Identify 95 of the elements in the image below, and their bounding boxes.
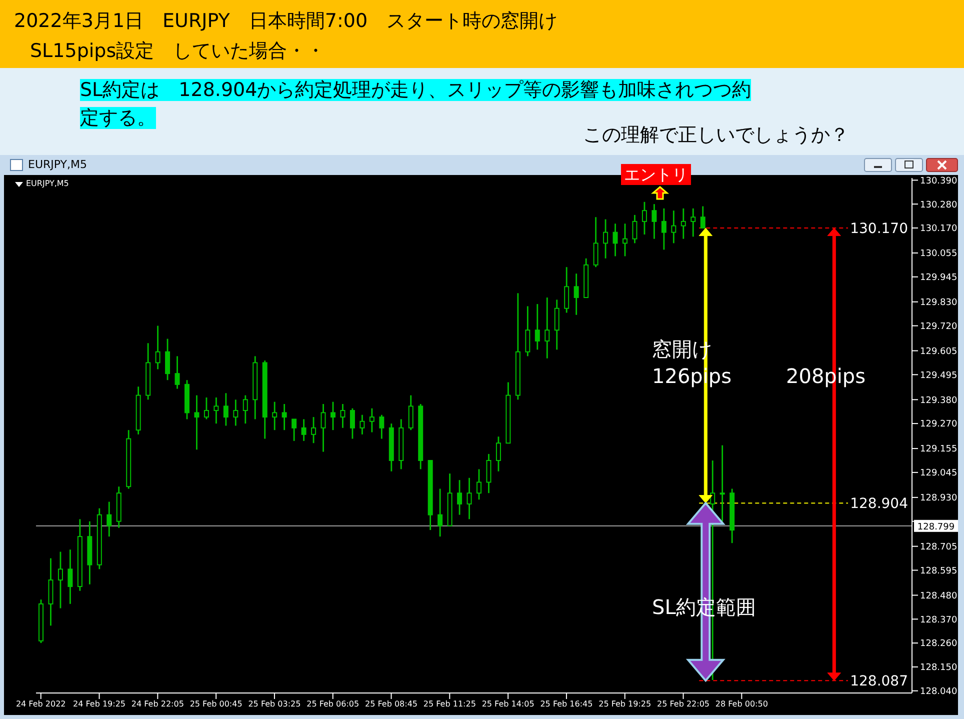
candlestick [350,408,355,440]
annotation: SL約定範囲 [652,594,756,621]
candlestick [690,208,696,238]
x-tick-label: 25 Feb 06:05 [306,700,360,709]
chart-title: 2022年3月1日 EURJPY 日本時間7:00 スタート時の窓開け [14,9,558,34]
y-tick-label: 129.830 [920,298,958,308]
y-tick-label: 129.720 [920,322,958,332]
candlestick [233,398,238,426]
candlestick [544,296,550,360]
candlestick [165,338,170,381]
x-tick-label: 25 Feb 08:45 [365,700,418,709]
x-tick-label: 24 Feb 22:05 [131,700,184,709]
ref-line-label: 130.170 [850,220,908,237]
x-tick-label: 25 Feb 11:25 [423,700,476,709]
x-tick-label: 25 Feb 19:25 [598,700,652,709]
y-tick-label: 130.390 [920,176,958,186]
candlestick [272,401,278,431]
x-tick-label: 24 Feb 2022 [16,700,66,709]
candlestick [204,396,209,420]
x-tick-label: 25 Feb 14:05 [482,700,534,709]
candlestick [311,416,316,444]
ref-line-label: 128.904 [850,496,908,512]
y-tick-label: 128.595 [920,566,958,576]
candlestick [320,403,326,452]
x-tick-label: 25 Feb 00:45 [190,700,242,709]
candlestick [486,453,492,494]
annotation: EURJPY,M5 [26,179,69,188]
candlestick [282,403,287,431]
ref-line-label: 128.799 [917,522,955,532]
candlestick [194,394,200,450]
y-tick-label: 128.370 [920,615,958,626]
y-tick-label: 128.705 [920,542,958,553]
candlestick [330,401,336,431]
candlestick [68,548,73,605]
candlestick [174,355,180,390]
candlestick [574,272,579,316]
y-tick-label: 128.930 [920,494,958,504]
candlestick [593,216,598,268]
y-tick-label: 129.155 [920,444,958,455]
y-tick-label: 128.040 [920,687,958,698]
y-tick-label: 129.270 [920,420,958,430]
ref-line-label: 128.087 [850,674,908,690]
candlestick [671,210,676,244]
x-tick-label: 25 Feb 22:05 [657,700,710,709]
candlestick [155,325,160,370]
candlestick [564,266,570,314]
candlestick [525,306,530,357]
candlestick [496,436,501,472]
candlestick [408,394,414,431]
candlestick [340,403,346,429]
candlestick [58,551,63,609]
candlestick [534,303,540,350]
candlestick [661,208,666,250]
candlestick [292,418,297,442]
candlestick [554,298,560,350]
y-tick-label: 130.280 [920,200,958,210]
annotation: エントリ [621,164,691,185]
candlestick [642,201,647,236]
y-tick-label: 128.150 [920,663,958,674]
y-tick-label: 130.170 [920,224,958,234]
candlestick [652,203,657,240]
candlestick [720,444,725,522]
candlestick [106,501,112,538]
candlestick [214,396,219,424]
candlestick [700,206,706,229]
candlestick [438,488,443,538]
y-tick-label: 129.495 [920,370,958,381]
candlestick [457,479,462,516]
y-tick-label: 129.605 [920,346,958,357]
x-tick-label: 25 Feb 16:45 [540,700,593,709]
y-tick-label: 129.045 [920,468,958,479]
x-tick-label: 24 Feb 19:25 [73,700,126,709]
y-tick-label: 128.480 [920,591,958,602]
candlestick [301,418,306,442]
candlestick [360,414,365,436]
y-tick-label: 130.055 [920,249,958,260]
y-tick-label: 129.380 [920,396,958,406]
candlestick [622,222,628,257]
candlestick [680,208,686,240]
x-tick-label: 25 Feb 03:25 [248,700,301,709]
text: EURJPY,M5 [28,158,87,171]
y-tick-label: 128.260 [920,639,958,650]
candlestick [48,558,54,626]
y-tick-label: 129.945 [920,273,958,284]
chart-subtitle: SL15pips設定 していた場合・・ [30,39,326,64]
candlestick [379,414,384,440]
candlestick [369,408,374,433]
candlestick [476,468,482,500]
candlestick [632,214,638,244]
x-tick-label: 28 Feb 00:50 [715,700,768,709]
candlestick [242,394,248,424]
candlestick [603,218,608,260]
candlestick [612,222,618,257]
candlestick [466,477,472,520]
candlestick [223,392,228,426]
